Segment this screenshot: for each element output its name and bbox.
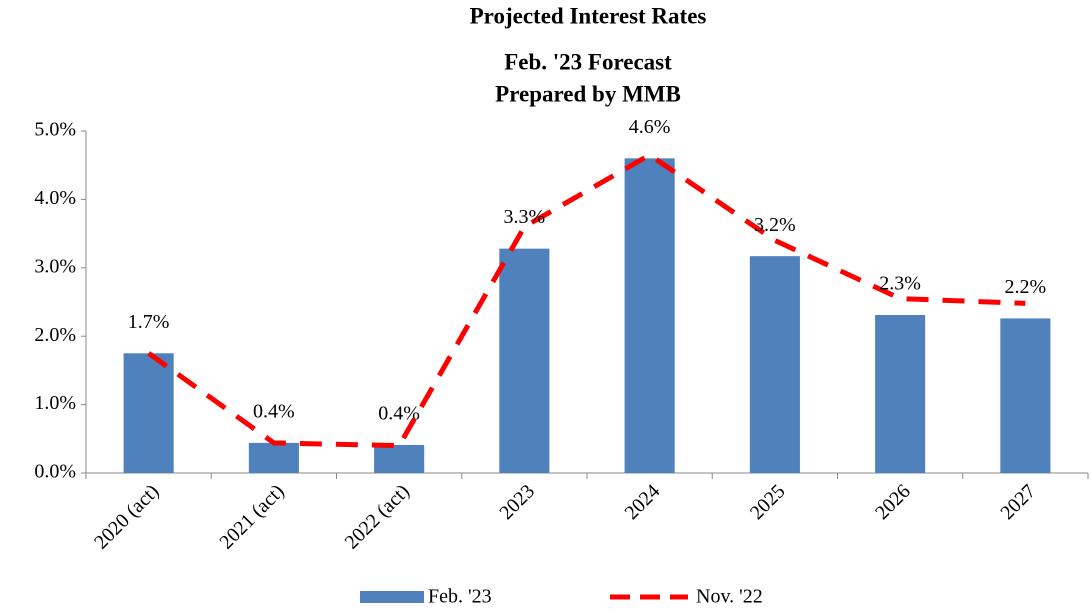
data-label: 1.7% [128, 311, 170, 333]
data-label: 4.6% [629, 116, 671, 138]
x-tick-label: 2026 [871, 480, 915, 524]
legend-swatch [360, 591, 424, 603]
data-label: 0.4% [378, 403, 420, 425]
bar [374, 444, 425, 473]
chart-title: Projected Interest Rates [470, 3, 707, 28]
bar [624, 158, 675, 474]
y-tick-label: 0.0% [34, 461, 76, 483]
bar [499, 248, 550, 473]
data-label: 2.2% [1005, 276, 1047, 298]
x-tick-label: 2025 [746, 480, 790, 524]
x-tick-label: 2027 [996, 480, 1040, 524]
line [147, 151, 1026, 449]
x-tick-label: 2023 [495, 480, 539, 524]
bar [749, 256, 800, 473]
x-tick-label: 2022 (act) [341, 480, 414, 553]
y-tick-label: 1.0% [34, 392, 76, 414]
data-label: 0.4% [253, 400, 295, 422]
bar [1000, 318, 1051, 473]
chart-subtitle: Feb. '23 Forecast [504, 49, 672, 74]
y-tick-label: 2.0% [34, 324, 76, 346]
bar [875, 314, 926, 473]
y-tick-label: 4.0% [34, 187, 76, 209]
x-tick-label: 2024 [621, 480, 665, 524]
bar [248, 442, 299, 473]
data-label: 3.2% [754, 214, 796, 236]
bar [123, 353, 174, 473]
x-tick-label: 2020 (act) [90, 480, 163, 553]
y-tick-label: 5.0% [34, 119, 76, 141]
legend-label: Nov. '22 [696, 586, 763, 608]
x-tick-label: 2021 (act) [215, 480, 288, 553]
y-tick-label: 3.0% [34, 255, 76, 277]
legend-label: Feb. '23 [428, 586, 492, 608]
data-label: 3.3% [504, 206, 546, 228]
chart-subtitle: Prepared by MMB [495, 81, 681, 106]
data-label: 2.3% [879, 273, 921, 295]
